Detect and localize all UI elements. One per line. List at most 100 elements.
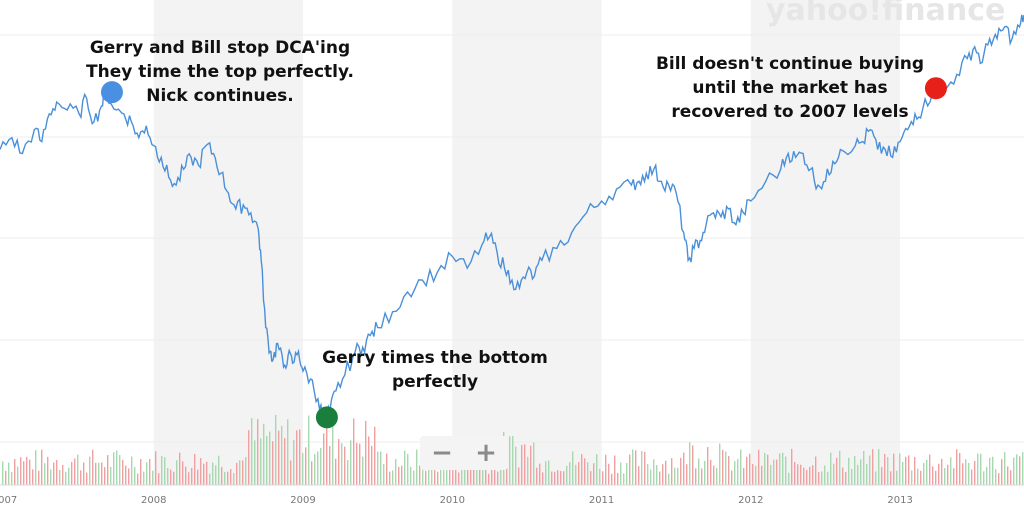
volume-bar [152, 470, 154, 485]
volume-bar [944, 468, 946, 485]
volume-bar [680, 457, 682, 485]
volume-bar [665, 460, 667, 485]
volume-bar [716, 467, 718, 485]
volume-bar [149, 458, 151, 485]
volume-bar [101, 462, 103, 485]
volume-bar [218, 455, 220, 485]
volume-bar [383, 464, 385, 485]
zoom-in-button[interactable]: + [475, 438, 497, 468]
volume-bar [5, 470, 7, 485]
volume-bar [164, 457, 166, 485]
volume-bar [92, 449, 94, 485]
volume-bar [551, 471, 553, 485]
volume-bar [632, 449, 634, 485]
volume-bar [479, 459, 481, 485]
volume-bar [554, 471, 556, 485]
volume-bar [698, 458, 700, 485]
year-bands [153, 0, 901, 485]
volume-bar [581, 454, 583, 485]
volume-bar [725, 451, 727, 485]
volume-bar [995, 469, 997, 485]
volume-bar [536, 467, 538, 485]
volume-bar [836, 457, 838, 485]
volume-bar [611, 473, 613, 485]
annotation-bottom-line-1: Gerry times the bottom [322, 348, 548, 368]
volume-bar [701, 468, 703, 485]
volume-bar [515, 446, 517, 485]
volume-bar [140, 459, 142, 485]
volume-bar [224, 471, 226, 485]
volume-bar [731, 470, 733, 485]
year-band [452, 0, 602, 485]
volume-bar [362, 456, 364, 485]
volume-bar [380, 451, 382, 485]
price-line [0, 14, 1024, 423]
zoom-out-button[interactable]: − [431, 438, 453, 468]
volume-bar [890, 471, 892, 485]
volume-bar [818, 472, 820, 485]
volume-bar [215, 465, 217, 485]
annotation-top-line-3: Nick continues. [146, 86, 294, 106]
volume-bar [113, 452, 115, 485]
volume-bar [386, 453, 388, 485]
volume-bar [977, 453, 979, 485]
volume-bar [32, 469, 34, 485]
volume-bar [827, 471, 829, 485]
volume-bar [920, 470, 922, 485]
annotation-right-line-2: until the market has [692, 78, 888, 98]
volume-bar [461, 465, 463, 485]
volume-bar [968, 462, 970, 485]
green-bottom-marker [315, 406, 338, 429]
volume-bar [356, 442, 358, 485]
volume-bar [872, 449, 874, 485]
volume-bar [398, 466, 400, 485]
volume-bar [1004, 452, 1006, 485]
volume-bar [761, 465, 763, 485]
volume-bar [209, 473, 211, 485]
volume-bar [137, 473, 139, 485]
volume-bar [269, 431, 271, 485]
annotation-right-line-1: Bill doesn't continue buying [655, 54, 925, 74]
volume-bar [527, 456, 529, 485]
volume-bar [542, 472, 544, 485]
volume-bar [335, 458, 337, 485]
volume-bar [338, 439, 340, 485]
annotation-top-line-2: They time the top perfectly. [86, 62, 354, 82]
volume-bar [797, 464, 799, 485]
volume-bar [284, 438, 286, 485]
annotation-right-line-3: recovered to 2007 levels [671, 102, 909, 122]
volume-bar [170, 469, 172, 485]
volume-bar [884, 453, 886, 485]
volume-bar [395, 458, 397, 485]
volume-bar [566, 465, 568, 485]
volume-bar [359, 443, 361, 485]
zoom-controls: − + [420, 436, 508, 470]
volume-bar [764, 452, 766, 485]
volume-bar [182, 461, 184, 485]
volume-bar [419, 465, 421, 485]
volume-bar [647, 464, 649, 485]
volume-bar [95, 462, 97, 485]
volume-bar [344, 446, 346, 485]
volume-bar [278, 430, 280, 485]
volume-bar [77, 454, 79, 485]
volume-bar [65, 471, 67, 485]
volume-bar [809, 466, 811, 485]
volume-bar [482, 459, 484, 485]
volume-bar [932, 466, 934, 485]
volume-bar [179, 452, 181, 485]
volume-bar [875, 471, 877, 485]
volume-bar [989, 457, 991, 485]
volume-bar [533, 442, 535, 485]
red-recovery-marker [924, 77, 947, 100]
volume-bar [8, 462, 10, 485]
volume-bar [728, 456, 730, 485]
volume-bar [14, 458, 16, 485]
volume-bar [686, 464, 688, 485]
volume-bar [992, 456, 994, 485]
volume-bar [332, 418, 334, 485]
volume-bar [404, 450, 406, 485]
volume-bar [47, 456, 49, 485]
volume-bar [644, 451, 646, 485]
